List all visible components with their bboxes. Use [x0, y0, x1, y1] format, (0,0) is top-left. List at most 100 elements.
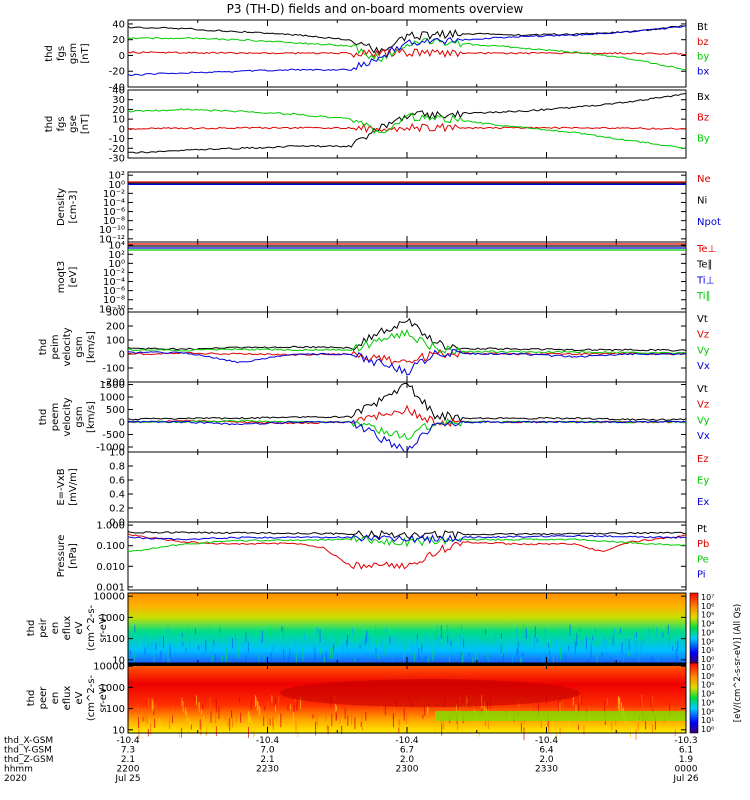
fgs_gsm-legend-by: by [697, 52, 709, 63]
colorbar-tick-label: 10⁶ [701, 602, 714, 611]
efield-frame [127, 451, 687, 523]
peim_velocity-frame [127, 311, 687, 383]
peer_spectrogram-ytick-label: 100 [106, 704, 125, 715]
peir_spectrogram-ylabel: eflux [62, 616, 73, 641]
temperature-legend-Te⊥: Te⊥ [696, 244, 716, 255]
peim_velocity-series-Vx [127, 349, 687, 376]
time-row-value: 7.3 [121, 746, 135, 756]
panel-fgs_gsm: 40 20 0 -20 -40 thd fgs gsm [nT] Bt bz by bx [44, 19, 709, 93]
density-ytick-label: 10⁰ [108, 180, 125, 191]
peem_velocity-legend-Vt: Vt [697, 384, 708, 395]
density-legend-Ne: Ne [697, 174, 711, 185]
pressure-ytick-label: 0.010 [96, 562, 125, 573]
colorbar-label: [eV/(cm^2-s-sr-eV)] (All Qs) [733, 604, 743, 722]
time-row-value: 2.1 [121, 755, 135, 765]
fgs_gse-series-By [127, 108, 687, 149]
peim_velocity-ytick-label: 300 [106, 308, 125, 319]
colorbar-tick-label: 10² [701, 637, 714, 646]
time-row-value: 2300 [396, 765, 419, 775]
efield-legend-Ex: Ex [697, 497, 709, 508]
pressure-series-Pb [127, 533, 686, 570]
time-row-value: Jul 26 [672, 774, 698, 784]
peir_spectrogram-ylabel: thd [26, 620, 37, 637]
peem_velocity-series-Vy [127, 417, 687, 440]
time-row-value: 6.4 [539, 746, 554, 756]
density-ytick-label: 10² [108, 171, 125, 182]
temperature-ylabel: [eV] [68, 267, 79, 288]
panel-peir_spectrogram: 10000 1000 100 10 thd peir en eflux eV (cm^2-s-sr… [26, 592, 687, 672]
density-ylabel: [cm-3] [68, 190, 79, 223]
colorbar-tick-label: 10⁴ [701, 620, 714, 629]
density-ytick-label: 10⁻⁶ [103, 207, 125, 218]
pressure-legend-Pe: Pe [697, 554, 709, 565]
fgs_gsm-legend-bx: bx [697, 67, 709, 78]
figure-title: P3 (TH-D) fields and on-board moments ov… [227, 2, 524, 16]
fgs_gsm-ylabel: thd [44, 45, 55, 62]
fgs_gse-ytick-label: 30 [112, 95, 125, 106]
fgs_gse-ytick-label: -30 [109, 154, 125, 165]
density-ytick-label: 10⁻¹² [99, 234, 125, 245]
colorbar-tick-label: 10⁵ [701, 611, 714, 620]
temperature-legend-Ti∥: Ti∥ [696, 291, 711, 302]
peim_velocity-ylabel: gsm [74, 336, 85, 357]
pressure-series-Pt [127, 529, 687, 540]
peim_velocity-legend-Vx: Vx [697, 361, 710, 372]
time-row-value: 2.0 [539, 755, 554, 765]
peem_velocity-ytick-label: 500 [106, 405, 125, 416]
time-row-value: -10.4 [535, 736, 559, 746]
efield-legend-Ez: Ez [697, 454, 709, 465]
fgs_gsm-ylabel: [nT] [80, 43, 91, 63]
peem_velocity-series-Vt [127, 383, 687, 422]
efield-ylabel: [mV/m] [68, 468, 79, 506]
efield-legend-Ey: Ey [697, 475, 709, 486]
peem_velocity-ytick-label: 0 [119, 418, 125, 429]
density-ytick-label: 10⁻² [103, 189, 125, 200]
peim_velocity-series-Vt [127, 317, 687, 352]
density-ytick-label: 10⁻⁸ [103, 216, 125, 227]
peem_velocity-ylabel: gsm [74, 406, 85, 427]
pressure-legend-Pt: Pt [697, 524, 707, 535]
time-row-value: -10.4 [116, 736, 140, 746]
temperature-legend-Ti⊥: Ti⊥ [696, 275, 714, 286]
peer_spectrogram-ylabel: (cm^2-s- [86, 674, 97, 721]
fgs_gse-series-Bx [128, 92, 687, 154]
pressure-ylabel: [nPa] [68, 543, 79, 569]
efield-ytick-label: 0.4 [109, 490, 125, 501]
colorbar: 10⁷10⁶10⁵10⁴10³10²10¹10⁰10⁷10⁶10⁵10⁴10³1… [689, 592, 743, 734]
fgs_gse-ytick-label: 0 [119, 124, 125, 135]
time-axis-annotation: thd_X-GSM -10.4 -10.4 -10.4 -10.4 -10.3 thd_Y-… [4, 736, 699, 784]
fgs_gsm-ylabel: gsm [68, 43, 79, 64]
fgs_gsm-series-Bt [127, 25, 687, 55]
fgs_gse-ytick-label: -10 [109, 134, 125, 145]
colorbar-tick-label: 10⁷ [701, 663, 714, 672]
fgs_gse-ytick-label: 40 [112, 86, 125, 97]
peer_spectrogram-core [280, 679, 580, 707]
pressure-series-Pe [127, 534, 687, 552]
density-legend-Ni: Ni [697, 195, 707, 206]
peem_velocity-legend-Vy: Vy [697, 415, 710, 426]
efield-ytick-label: 0.8 [109, 462, 125, 473]
fgs_gsm-legend-Bt: Bt [697, 22, 708, 33]
time-row-value: Jul 25 [114, 774, 140, 784]
fgs_gsm-legend-bz: bz [697, 37, 709, 48]
colorbar-tick-label: 10¹ [701, 646, 714, 655]
peir_spectrogram-ytick-label: 10000 [93, 592, 125, 603]
fgs_gsm-ytick-label: -40 [109, 83, 125, 94]
peim_velocity-ylabel: [km/s] [86, 331, 97, 363]
peer_spectrogram-ylabel: en [50, 692, 61, 705]
fgs_gsm-series-bx [127, 25, 687, 77]
pressure-ylabel: Pressure [56, 535, 67, 578]
time-row-value: 0000 [675, 765, 698, 775]
fgs_gse-legend-Bx: Bx [697, 92, 710, 103]
peim_velocity-ytick-label: 200 [106, 322, 125, 333]
colorbar-tick-label: 10⁴ [701, 690, 714, 699]
peem_velocity-ytick-label: -500 [102, 430, 125, 441]
pressure-ytick-label: 0.100 [96, 541, 125, 552]
peir_spectrogram-ylabel: eV [74, 621, 85, 634]
time-row-value: 2200 [117, 765, 140, 775]
temperature-ytick-label: 10⁻⁸ [103, 295, 125, 306]
time-row-value: 6.7 [400, 746, 414, 756]
peim_velocity-series-Vz [127, 348, 687, 366]
peer_spectrogram-ylabel: thd [26, 690, 37, 707]
